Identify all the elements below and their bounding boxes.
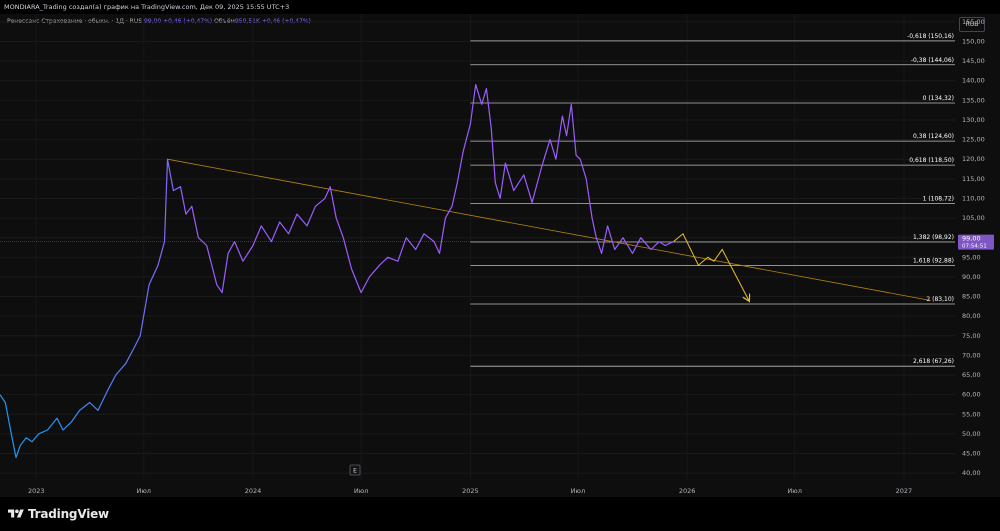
volume-value: 950,51K bbox=[234, 18, 260, 25]
brand[interactable]: TradingView bbox=[8, 506, 109, 522]
footer: TradingView bbox=[0, 497, 1000, 531]
chart-frame[interactable] bbox=[0, 14, 1000, 497]
brand-name: TradingView bbox=[28, 507, 109, 521]
price-change: +0,46 (+0,47%) bbox=[163, 18, 213, 25]
last-price: 99,00 bbox=[143, 18, 162, 25]
volume-change: +0,46 (+0,47%) bbox=[261, 18, 311, 25]
symbol-name: Ренессанс Страхование · обыкн. · 1Д · RU… bbox=[7, 18, 143, 25]
symbol-legend: Ренессанс Страхование · обыкн. · 1Д · RU… bbox=[7, 18, 311, 25]
tradingview-logo-icon bbox=[8, 509, 24, 518]
currency-button[interactable]: RUB bbox=[959, 17, 985, 32]
volume-label: Объём bbox=[214, 18, 235, 25]
chart-title: MONDIARA_Trading создал(а) график на Tra… bbox=[0, 0, 1000, 14]
